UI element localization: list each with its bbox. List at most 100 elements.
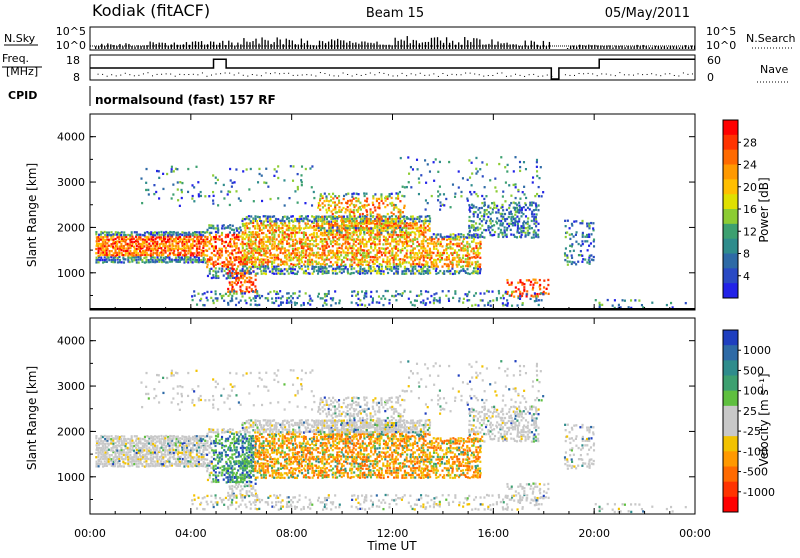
power-point: [365, 290, 367, 292]
nave-dot: [638, 73, 639, 74]
power-point: [217, 270, 219, 272]
power-point: [144, 232, 146, 234]
power-point: [427, 298, 429, 300]
power-point: [468, 225, 470, 227]
power-point: [237, 251, 239, 253]
power-point: [408, 245, 410, 247]
power-point: [269, 226, 271, 228]
noise-bar: [624, 47, 625, 49]
noise-bar: [301, 39, 302, 49]
velocity-point: [102, 447, 104, 449]
power-point: [439, 254, 441, 256]
power-point: [273, 259, 275, 261]
power-point: [440, 205, 442, 207]
nave-dot: [402, 73, 403, 74]
power-point: [351, 202, 353, 204]
power-point: [361, 205, 363, 207]
power-point: [454, 234, 456, 236]
power-point: [263, 250, 265, 252]
colorbar-cell: [723, 150, 738, 165]
power-point: [393, 266, 395, 268]
power-point: [279, 231, 281, 233]
power-point: [332, 213, 334, 215]
power-point: [227, 275, 229, 277]
power-point: [303, 245, 305, 247]
power-point: [299, 238, 301, 240]
power-point: [222, 295, 224, 297]
power-point: [408, 236, 410, 238]
power-point: [362, 223, 364, 225]
power-point: [198, 251, 200, 253]
power-point: [370, 268, 372, 270]
power-point: [257, 227, 259, 229]
power-ylabel: Slant Range [km]: [25, 163, 39, 267]
power-point: [527, 223, 529, 225]
power-point: [466, 245, 468, 247]
power-point: [125, 252, 127, 254]
power-point: [292, 232, 294, 234]
power-point: [321, 223, 323, 225]
power-point: [315, 217, 317, 219]
power-point: [410, 250, 412, 252]
power-point: [429, 272, 431, 274]
nave-dot: [279, 73, 280, 74]
power-point: [269, 232, 271, 234]
velocity-point: [114, 463, 116, 465]
power-point: [286, 225, 288, 227]
power-point: [153, 193, 155, 195]
power-point: [390, 212, 392, 214]
power-point: [248, 252, 250, 254]
power-point: [326, 267, 328, 269]
power-point: [115, 231, 117, 233]
power-point: [448, 257, 450, 259]
power-point: [467, 199, 469, 201]
power-point: [395, 218, 397, 220]
power-point: [393, 259, 395, 261]
velocity-point: [95, 452, 97, 454]
power-point: [391, 270, 393, 272]
power-point: [412, 266, 414, 268]
power-point: [430, 257, 432, 259]
power-point: [330, 216, 332, 218]
power-point: [397, 248, 399, 250]
velocity-point: [152, 449, 154, 451]
power-point: [336, 256, 338, 258]
power-point: [326, 241, 328, 243]
power-point: [376, 229, 378, 231]
noise-bar: [349, 41, 350, 49]
power-point: [346, 229, 348, 231]
nave-dot: [415, 74, 416, 75]
power-point: [297, 297, 299, 299]
power-point: [152, 239, 154, 241]
power-point: [282, 243, 284, 245]
power-point: [167, 238, 169, 240]
power-point: [516, 216, 518, 218]
power-point: [259, 261, 261, 263]
power-point: [425, 208, 427, 210]
power-point: [198, 257, 200, 259]
power-point: [437, 252, 439, 254]
power-point: [303, 217, 305, 219]
power-point: [288, 292, 290, 294]
power-point: [587, 249, 589, 251]
power-point: [250, 261, 252, 263]
power-point: [250, 303, 252, 305]
power-point: [341, 247, 343, 249]
power-point: [259, 297, 261, 299]
power-point: [104, 245, 106, 247]
power-point: [355, 197, 357, 199]
power-point: [518, 220, 520, 222]
power-point: [258, 247, 260, 249]
nave-dot: [597, 75, 598, 76]
power-point: [458, 249, 460, 251]
power-point: [349, 232, 351, 234]
velocity-point: [146, 447, 148, 449]
power-point: [473, 295, 475, 297]
noise-bar: [525, 41, 526, 49]
power-point: [399, 238, 401, 240]
power-point: [202, 293, 204, 295]
power-point: [256, 295, 258, 297]
power-point: [193, 290, 195, 292]
power-point: [177, 181, 179, 183]
power-point: [309, 226, 311, 228]
